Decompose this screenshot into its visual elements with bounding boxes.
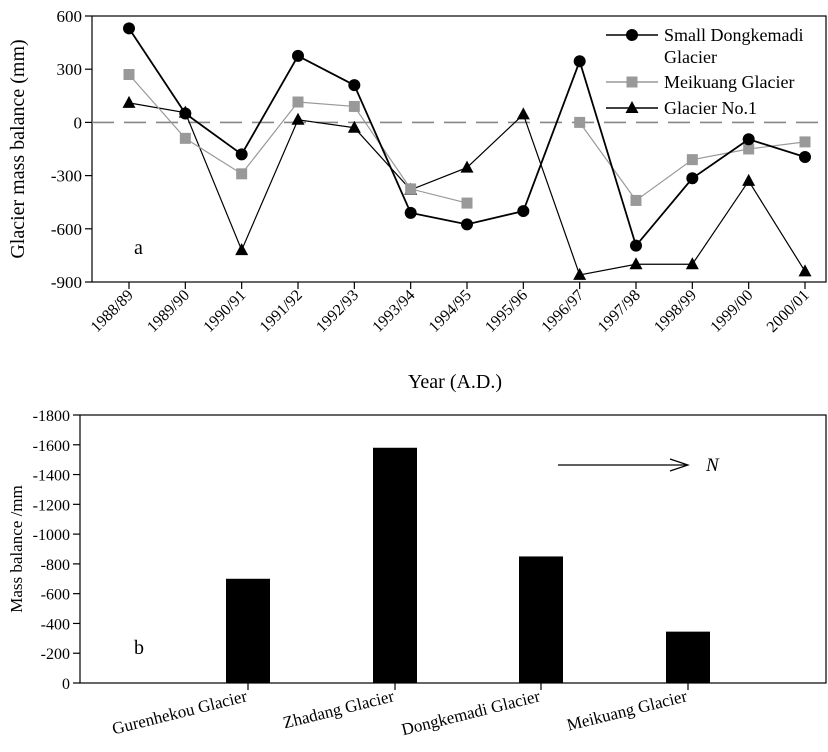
x-tick-label: 1990/91 [200,287,249,336]
y-tick-label: -1600 [33,438,70,455]
legend-entry: Meikuang Glacier [664,72,794,92]
y-tick-label: -300 [51,167,82,186]
x-tick-label: 1993/94 [369,287,418,336]
panel-label-b: b [134,637,144,659]
x-tick-label: Zhadang Glacier [281,686,396,732]
panel-a-line-chart: 600 300 0 -300 -600 -900 1988/89 1989/90 1990/91… [7,7,827,393]
legend-entry: Glacier No.1 [664,98,757,118]
point-small-dongkemadi-glacier [404,206,417,219]
point-small-dongkemadi-glacier [742,133,755,146]
point-small-dongkemadi-glacier [235,148,248,161]
series-line-glacier-no-1 [128,102,806,276]
x-tick-label: 1998/99 [651,287,700,336]
y-tick-label: -600 [41,587,70,604]
point-meikuang-glacier [630,194,642,206]
bar [666,631,710,683]
north-arrow-head [669,458,690,472]
panel-label-a: a [134,237,143,259]
point-meikuang-glacier [574,116,586,128]
point-glacier-no-1 [516,107,530,120]
point-glacier-no-1 [347,120,361,133]
x-tick-label: 1994/95 [426,287,475,336]
point-small-dongkemadi-glacier [461,218,473,231]
x-tick-label: 1991/92 [257,287,306,336]
point-glacier-no-1 [573,267,587,280]
point-meikuang-glacier [799,136,811,148]
point-meikuang-glacier [348,100,360,112]
x-axis-title: Year (A.D.) [408,371,502,393]
point-small-dongkemadi-glacier [630,239,642,252]
north-label: N [705,455,720,476]
point-meikuang-glacier [686,154,698,166]
x-tick-label: 1995/96 [482,287,531,336]
point-meikuang-glacier [236,168,248,180]
point-small-dongkemadi-glacier [123,22,135,35]
bar [519,556,563,683]
point-small-dongkemadi-glacier [179,107,192,120]
y-tick-label: 0 [74,113,83,132]
series-line-meikuang-glacier [128,74,468,204]
point-small-dongkemadi-glacier [686,172,699,185]
y-tick-label: -1400 [33,468,70,485]
legend-marker [626,29,638,41]
x-tick-label: Meikuang Glacier [565,686,689,734]
y-tick-label: -200 [41,646,70,663]
legend-marker [625,101,639,113]
legend-entry: Glacier [664,47,717,67]
point-small-dongkemadi-glacier [517,205,530,218]
point-small-dongkemadi-glacier [573,55,586,68]
y-tick-label: -1200 [33,497,70,514]
y-axis-title: Glacier mass balance (mm) [7,39,29,258]
x-tick-label: 1997/98 [595,287,644,336]
point-glacier-no-1 [460,160,474,173]
x-tick-label: 1999/00 [707,287,756,336]
point-glacier-no-1 [798,264,812,277]
x-tick-label: 1988/89 [88,287,137,336]
x-tick-label: Gurenhekou Glacier [110,686,249,738]
point-glacier-no-1 [742,173,756,186]
y-tick-label: -1800 [33,408,70,425]
x-tick-label: Dongkemadi Glacier [399,686,542,739]
point-glacier-no-1 [235,243,249,256]
y-axis-title: Mass balance /mm [7,485,26,612]
x-tick-label: 2000/01 [764,287,813,336]
y-tick-label: 300 [57,60,83,79]
point-glacier-no-1 [291,112,305,125]
x-tick-label: 1989/90 [144,287,193,336]
legend-marker [626,76,638,88]
y-tick-label: 600 [57,7,83,26]
panel-b-frame [79,414,827,684]
point-glacier-no-1 [685,257,699,270]
point-meikuang-glacier [461,197,473,209]
y-tick-label: 0 [62,676,70,693]
y-tick-label: -400 [41,616,70,633]
point-small-dongkemadi-glacier [348,79,361,92]
x-tick-label: 1996/97 [538,287,587,336]
y-tick-label: -900 [51,273,82,292]
point-small-dongkemadi-glacier [799,150,811,163]
bar [373,447,417,683]
point-meikuang-glacier [123,69,135,81]
point-meikuang-glacier [292,96,304,108]
y-tick-label: -1000 [33,527,70,544]
point-glacier-no-1 [629,257,643,270]
y-tick-label: -800 [41,557,70,574]
point-meikuang-glacier [179,132,191,144]
bar [226,578,270,683]
point-meikuang-glacier [405,183,417,195]
y-tick-label: -600 [51,220,82,239]
legend-entry: Small Dongkemadi [664,25,803,45]
point-glacier-no-1 [122,95,136,108]
point-meikuang-glacier [743,143,755,155]
x-tick-label: 1992/93 [313,287,362,336]
point-small-dongkemadi-glacier [292,49,304,62]
panel-b-bar-chart: -1800 -1600 -1400 -1200 -1000 -800 -600 -400 -20… [7,408,827,739]
panel-a-frame [91,15,827,283]
